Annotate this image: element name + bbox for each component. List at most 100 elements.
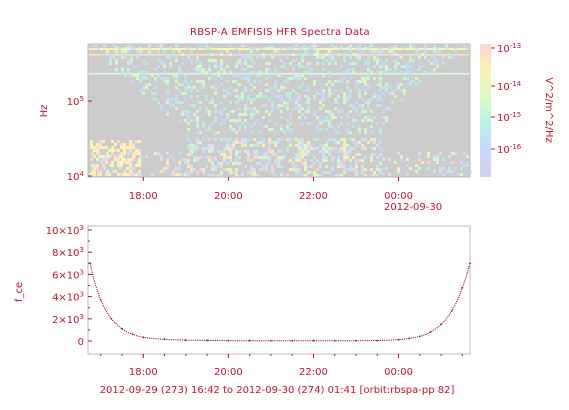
spectrogram-cell <box>211 86 214 89</box>
spectrogram-cell <box>454 50 457 53</box>
spectrogram-cell <box>448 167 451 170</box>
spectrogram-cell <box>93 146 96 149</box>
spectrogram-cell <box>166 167 169 170</box>
spectrogram-cell <box>343 165 346 168</box>
spectrogram-cell <box>108 173 111 176</box>
spectrogram-cell <box>169 47 172 50</box>
spectrogram-cell <box>126 167 129 170</box>
spectrogram-cell <box>370 159 373 162</box>
spectrogram-cell <box>298 74 301 77</box>
spectrogram-cell <box>331 159 334 162</box>
spectrogram-cell <box>298 168 301 171</box>
spectrogram-cell <box>322 95 325 98</box>
spectrogram-cell <box>262 116 265 119</box>
spectrogram-cell <box>313 83 316 86</box>
spectrogram-cell <box>250 65 253 68</box>
spectrogram-cell <box>99 146 102 149</box>
spectrogram-cell <box>307 62 310 65</box>
spectrogram-cell <box>298 153 301 156</box>
spectrogram-cell <box>328 138 331 141</box>
spectrogram-cell <box>319 101 322 104</box>
spectrogram-cell <box>358 80 361 83</box>
spectrogram-cell <box>289 95 292 98</box>
spectrogram-cell <box>343 98 346 101</box>
spectrogram-cell <box>454 167 457 170</box>
spectrogram-cell <box>274 80 277 83</box>
spectrogram-cell <box>126 146 129 149</box>
fce-point <box>450 310 453 312</box>
spectrogram-cell <box>367 74 370 77</box>
spectrogram-cell <box>244 56 247 59</box>
spectrogram-cell <box>295 171 298 174</box>
spectrogram-cell <box>361 165 364 168</box>
spectrogram-cell <box>175 101 178 104</box>
fce-point <box>291 339 294 342</box>
spectrogram-cell <box>268 119 271 122</box>
spectrogram-cell <box>117 164 120 167</box>
spectrogram-cell <box>286 119 289 122</box>
spectrogram-cell <box>145 62 148 65</box>
spectrogram-cell <box>316 128 319 131</box>
spectrogram-cell <box>114 170 117 173</box>
spectrogram-cell <box>135 173 138 176</box>
spectrogram-cell <box>316 147 319 150</box>
spectrogram-cell <box>214 92 217 95</box>
spectrogram-cell <box>250 144 253 147</box>
spectrogram-cell <box>397 167 400 170</box>
spectrogram-cell <box>280 104 283 107</box>
spectrogram-cell <box>250 89 253 92</box>
spectrogram-cell <box>184 74 187 77</box>
spectrogram-cell <box>346 153 349 156</box>
spectrogram-cell <box>229 144 232 147</box>
spectrogram-cell <box>361 168 364 171</box>
spectrogram-cell <box>217 74 220 77</box>
spectrogram-cell <box>184 161 187 164</box>
spectrogram-cell <box>138 170 141 173</box>
spectrogram-cell <box>226 168 229 171</box>
spectrogram-cell <box>199 68 202 71</box>
spectrogram-cell <box>376 56 379 59</box>
spectrogram-cell <box>190 150 193 153</box>
spectrogram-cell <box>328 119 331 122</box>
spectrogram-cell <box>322 159 325 162</box>
spectrogram-cell <box>367 98 370 101</box>
spectrogram-cell <box>436 161 439 164</box>
spectrogram-cell <box>331 92 334 95</box>
spectrogram-cell <box>337 159 340 162</box>
spectrogram-cell <box>436 158 439 161</box>
spectrogram-cell <box>343 95 346 98</box>
spectrogram-cell <box>208 150 211 153</box>
spectrogram-cell <box>349 62 352 65</box>
spectrogram-cell <box>241 56 244 59</box>
spectrogram-cell <box>93 155 96 158</box>
spectrogram-cell <box>142 74 145 77</box>
spectrogram-cell <box>358 92 361 95</box>
spectrogram-cell <box>403 65 406 68</box>
spectrogram-cell <box>214 110 217 113</box>
spectrogram-cell <box>355 53 358 56</box>
spectrogram-cell <box>223 89 226 92</box>
spectrogram-cell <box>160 104 163 107</box>
spectrogram-cell <box>202 171 205 174</box>
spectrogram-cell <box>274 95 277 98</box>
spectrogram-cell <box>397 152 400 155</box>
spectrogram-cell <box>169 98 172 101</box>
spectrogram-cell <box>205 165 208 168</box>
spectrogram-cell <box>364 138 367 141</box>
spectrogram-cell <box>343 71 346 74</box>
spectrogram-cell <box>199 131 202 134</box>
spectrogram-cell <box>97 170 100 173</box>
spectrogram-cell <box>316 174 319 177</box>
spectrogram-cell <box>355 153 358 156</box>
spectrogram-cell <box>127 152 130 155</box>
spectrogram-cell <box>283 156 286 159</box>
spectrogram-cell <box>430 71 433 74</box>
spectrogram-cell <box>235 168 238 171</box>
spectrogram-cell <box>172 104 175 107</box>
spectrogram-cell <box>301 107 304 110</box>
spectrogram-cell <box>157 152 160 155</box>
spectrogram-cell <box>187 159 190 162</box>
spectrogram-cell <box>199 71 202 74</box>
spectrogram-cell <box>307 101 310 104</box>
spectrogram-cell <box>262 53 265 56</box>
